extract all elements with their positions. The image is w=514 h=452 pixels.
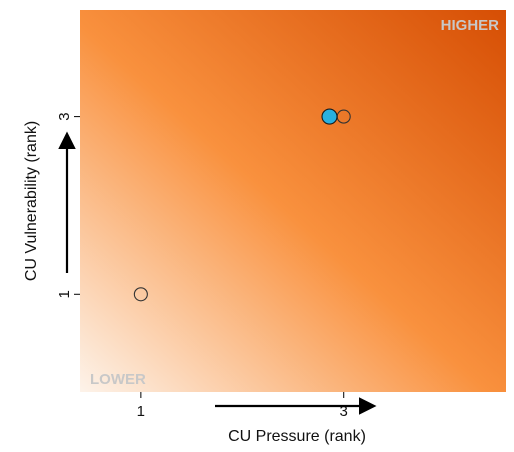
plot-background <box>80 10 506 392</box>
corner-label-low: LOWER <box>90 371 146 388</box>
x-tick-label: 1 <box>137 403 145 420</box>
data-point-highlighted <box>321 108 338 125</box>
y-tick-label: 1 <box>56 290 73 298</box>
corner-label-high: HIGHER <box>441 17 500 34</box>
y-axis-title: CU Vulnerability (rank) <box>23 121 40 281</box>
x-axis-title: CU Pressure (rank) <box>228 428 366 445</box>
y-axis-ticks: 13 <box>56 112 80 298</box>
y-tick-label: 3 <box>56 112 73 120</box>
data-point-open <box>133 287 148 302</box>
x-tick-label: 3 <box>340 403 348 420</box>
data-points <box>133 108 351 302</box>
